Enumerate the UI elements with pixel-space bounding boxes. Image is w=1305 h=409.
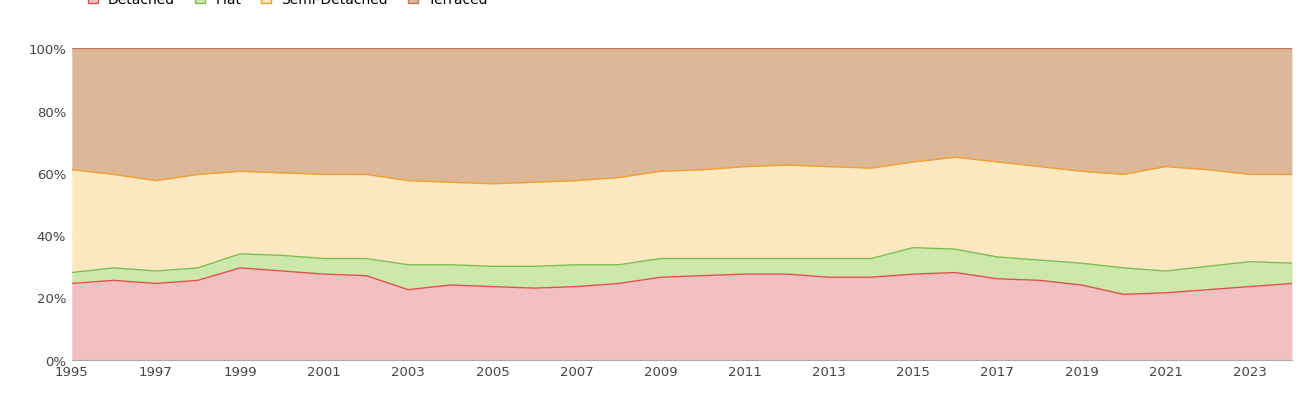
- Legend: Detached, Flat, Semi-Detached, Terraced: Detached, Flat, Semi-Detached, Terraced: [78, 0, 493, 13]
